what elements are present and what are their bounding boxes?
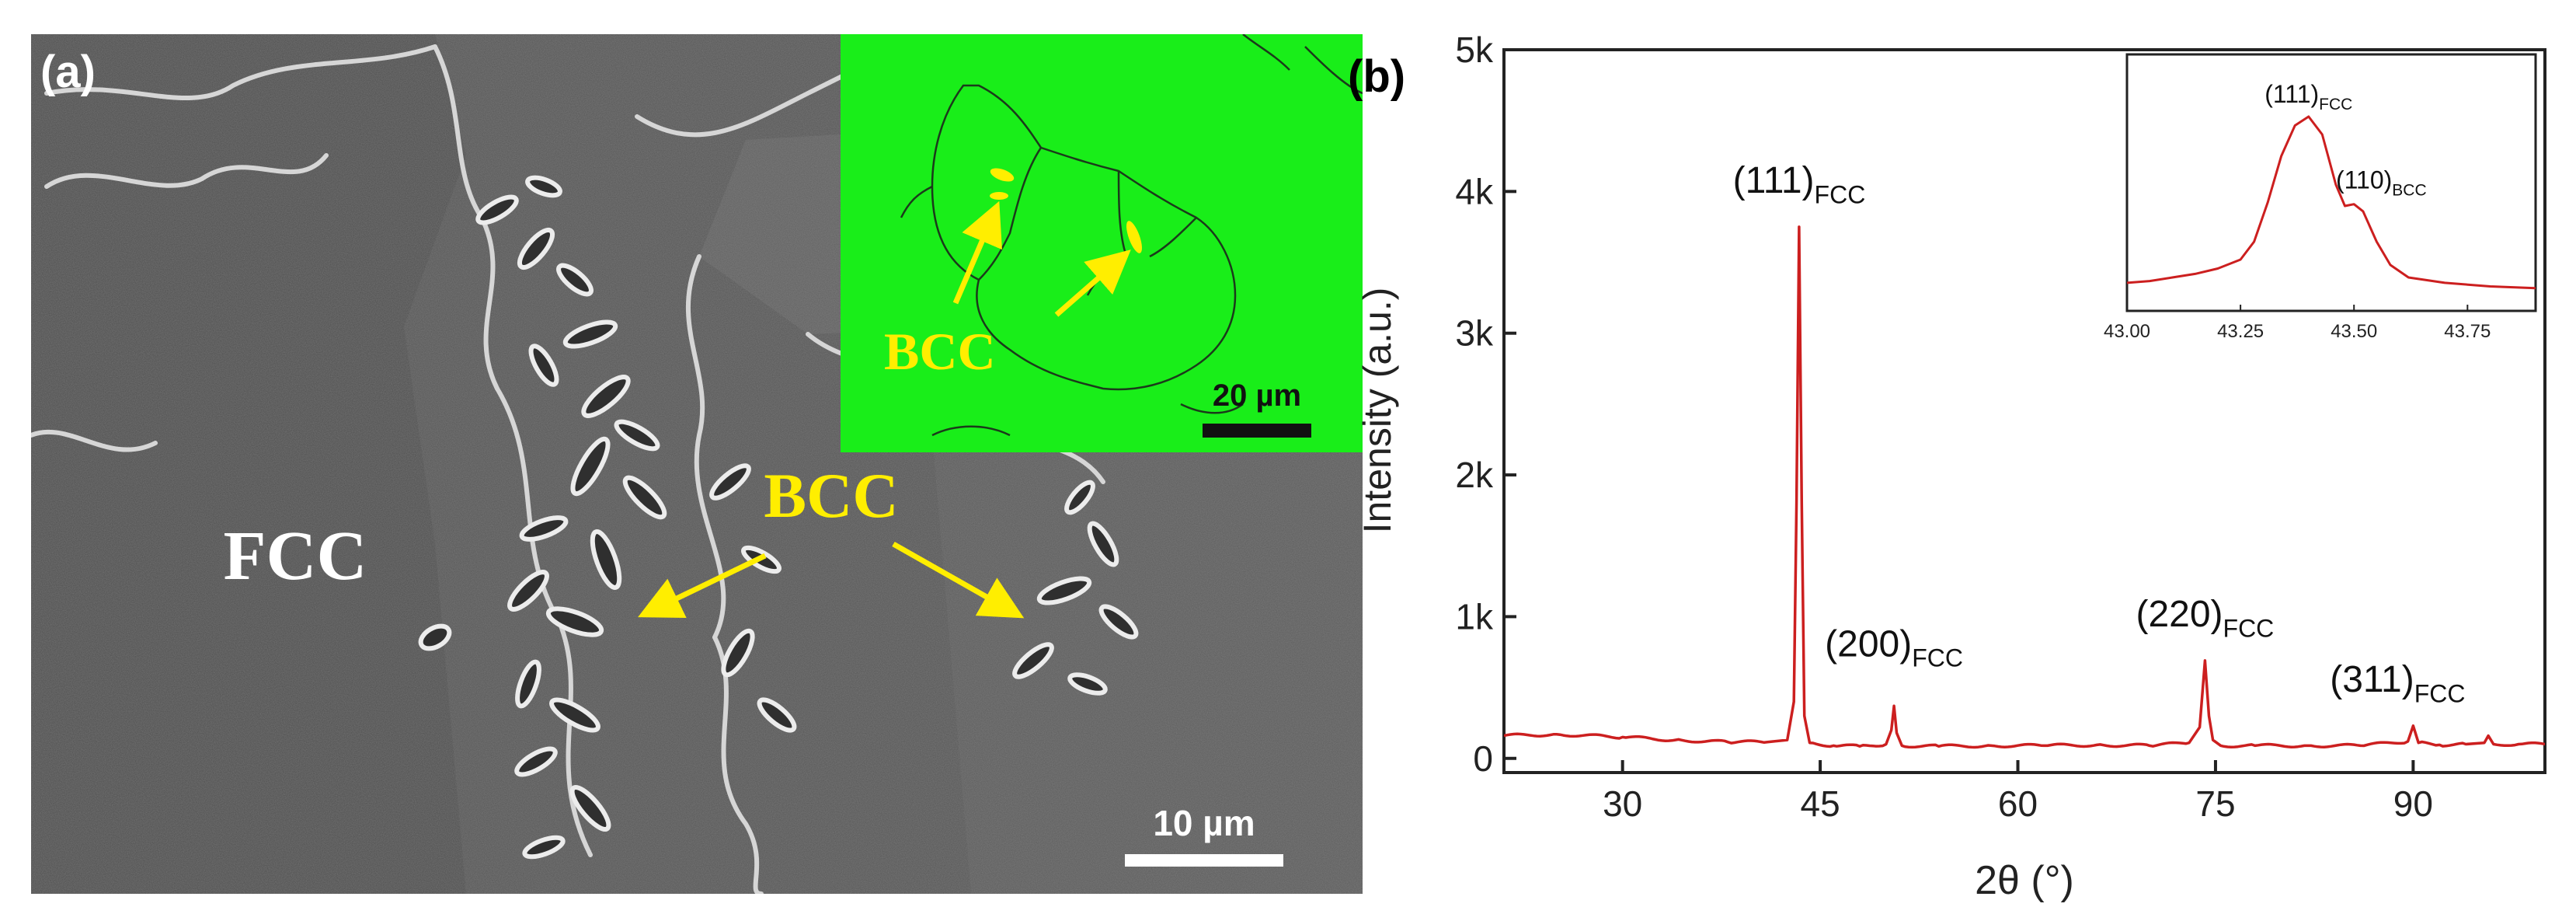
x-axis: 30 45 60 75 90 — [1603, 760, 2433, 824]
y-tick-label: 5k — [1455, 30, 1494, 70]
inset-xrd-line — [2127, 115, 2536, 290]
x-tick-label: 30 — [1603, 783, 1642, 824]
inset-peak-labels: (111)FCC (110)BCC — [2264, 80, 2426, 200]
plot-frame — [1502, 48, 2546, 774]
bcc-particles — [418, 175, 1139, 860]
phase-map-scalebar — [1203, 424, 1311, 438]
sem-scalebar — [1125, 854, 1283, 867]
y-tick-label: 2k — [1455, 455, 1494, 495]
y-axis-label: Intensity (a.u.) — [1356, 288, 1399, 534]
inset-x-axis: 43.00 43.25 43.50 43.75 — [2104, 305, 2491, 342]
inset-x-tick-label: 43.25 — [2217, 321, 2264, 342]
y-axis: 0 1k 2k 3k 4k 5k — [1455, 30, 1516, 779]
inset-x-tick-label: 43.75 — [2444, 321, 2491, 342]
peak-label: (111)FCC — [1733, 160, 1866, 208]
phase-map-inset: BCC 20 µm — [841, 34, 1363, 452]
inset-peak-label: (111)FCC — [2264, 80, 2352, 113]
sem-micrograph: BCC 20 µm BCC FCC 10 µm (a) — [31, 34, 1363, 894]
inset-peak-label: (110)BCC — [2336, 166, 2427, 200]
bcc-label: BCC — [764, 460, 898, 531]
y-tick-label: 3k — [1455, 313, 1494, 354]
x-axis-label: 2θ (°) — [1975, 858, 2074, 903]
panel-a-label: (a) — [40, 47, 96, 97]
phase-map-bcc-label: BCC — [884, 322, 996, 381]
bcc-arrows — [638, 541, 1025, 619]
inset-x-tick-label: 43.00 — [2104, 321, 2150, 342]
panel-b-label: (b) — [1348, 51, 1405, 102]
phase-map-arrows — [952, 201, 1131, 317]
y-tick-label: 4k — [1455, 171, 1494, 211]
y-tick-label: 0 — [1473, 738, 1493, 779]
inset-frame — [2125, 53, 2537, 312]
y-tick-label: 1k — [1455, 596, 1494, 637]
inset-x-tick-label: 43.50 — [2331, 321, 2377, 342]
peak-label: (200)FCC — [1825, 623, 1963, 672]
phase-map-background — [841, 34, 1363, 452]
x-tick-label: 45 — [1801, 783, 1840, 824]
xrd-panel: (b) 30 45 60 75 90 0 1k 2k 3k 4k 5k Intensity (a.… — [1348, 30, 2546, 903]
xrd-line — [1504, 225, 2545, 749]
x-tick-label: 60 — [1998, 783, 2038, 824]
xrd-inset: 43.00 43.25 43.50 43.75 (111)FCC (110)BCC — [2104, 53, 2537, 342]
fcc-label: FCC — [224, 518, 367, 595]
peak-label: (220)FCC — [2136, 594, 2274, 642]
phase-map-scalebar-label: 20 µm — [1213, 379, 1301, 413]
phase-map-bcc-grains — [990, 168, 1142, 253]
x-tick-label: 75 — [2195, 783, 2235, 824]
peak-labels: (111)FCC (200)FCC (220)FCC (311)FCC — [1733, 160, 2466, 707]
peak-label: (311)FCC — [2330, 659, 2465, 707]
x-tick-label: 90 — [2393, 783, 2433, 824]
sem-scalebar-label: 10 µm — [1153, 803, 1255, 843]
